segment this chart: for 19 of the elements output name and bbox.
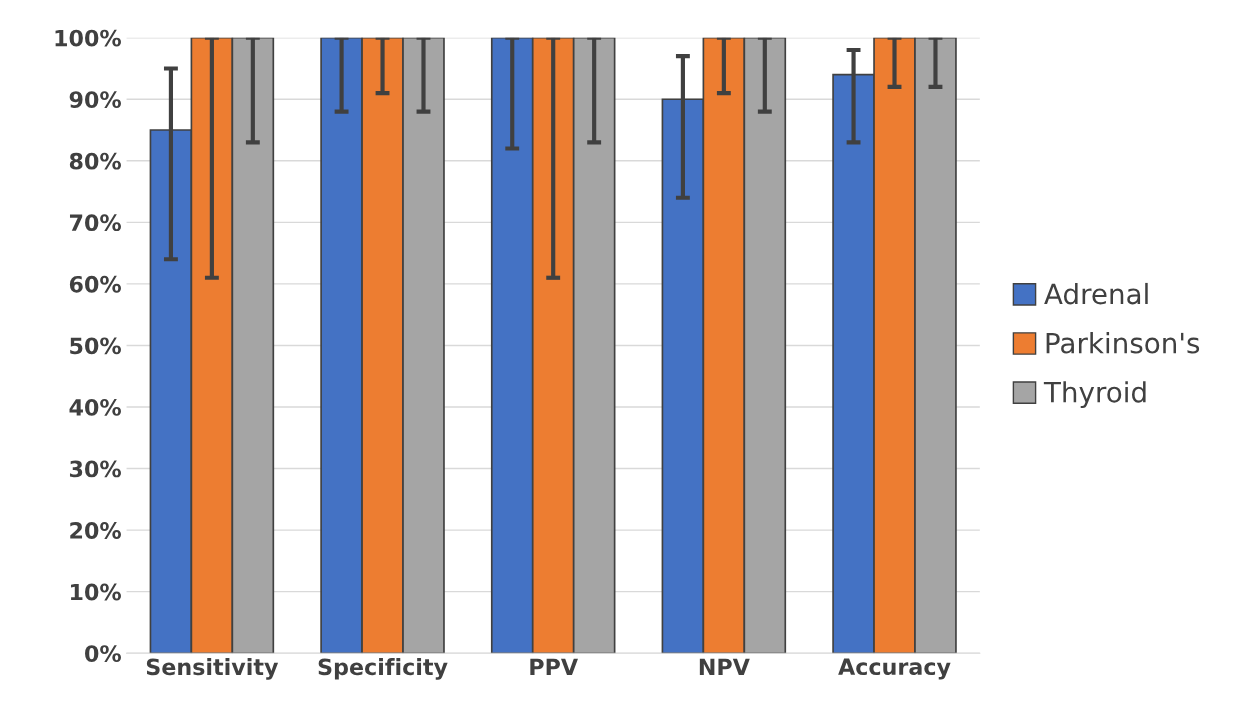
y-tick-label: 70% [69,214,121,232]
x-tick-label: Specificity [318,658,448,680]
x-tick-label: NPV [699,658,750,675]
y-tick-label: 20% [70,522,121,539]
legend-label: Adrenal [1044,282,1148,305]
y-tick-label: 100% [55,29,121,47]
y-tick-label: 0% [85,645,121,662]
y-tick-label: 40% [69,398,121,416]
y-tick-label: 10% [71,583,121,601]
y-tick-label: 60% [69,275,121,293]
y-tick-label: 50% [70,337,121,355]
y-tick-label: 90% [69,91,121,109]
y-tick-label: 80% [69,152,121,170]
y-tick-label: 30% [69,460,121,478]
x-tick-label: Sensitivity [146,658,279,680]
legend-label: Parkinson's [1046,332,1200,354]
legend-label: Thyroid [1043,381,1146,409]
x-tick-label: PPV [530,658,578,675]
x-tick-label: Accuracy [838,658,951,680]
